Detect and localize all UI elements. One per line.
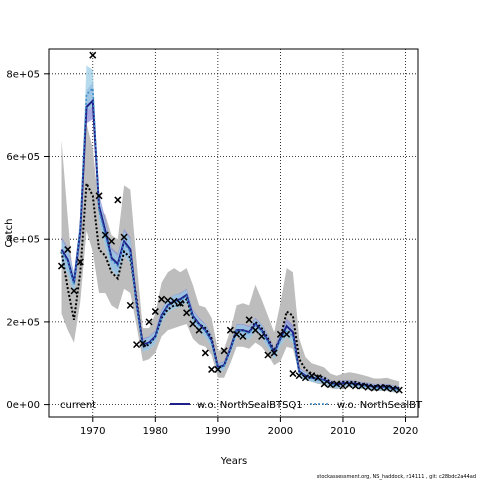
- observed-point: [189, 320, 197, 328]
- x-tick-label: 1970: [80, 426, 105, 437]
- observed-point: [314, 374, 322, 382]
- observed-point: [339, 382, 347, 390]
- observed-point: [208, 365, 216, 373]
- y-tick-label: 2e+05: [6, 317, 40, 328]
- observed-point: [301, 374, 309, 382]
- observed-point: [183, 309, 191, 317]
- legend: current w.o. NorthSealBTSQ1 w.o. NorthSeal…: [60, 400, 423, 411]
- observed-point: [64, 246, 72, 254]
- observed-point: [139, 339, 147, 347]
- observed-point: [308, 372, 316, 380]
- observed-point: [264, 351, 272, 359]
- observed-point: [76, 258, 84, 266]
- observed-point: [333, 380, 341, 388]
- y-axis-ticks: 0e+00 2e+05 4e+05 6e+05 8e+05: [6, 69, 49, 411]
- observed-point: [114, 196, 122, 204]
- observed-point: [370, 384, 378, 392]
- observed-point: [57, 262, 66, 270]
- observed-point: [351, 382, 359, 390]
- observed-point: [164, 296, 172, 304]
- observed-point: [95, 192, 103, 200]
- observed-point: [101, 231, 109, 239]
- observed-point: [326, 381, 334, 389]
- observed-point: [145, 318, 153, 326]
- series-line-current: [60, 179, 400, 390]
- observed-point: [289, 370, 297, 378]
- observed-point: [158, 295, 166, 303]
- x-tick-label: 1980: [143, 426, 168, 437]
- x-tick-label: 2010: [330, 426, 355, 437]
- observed-point: [226, 326, 234, 334]
- observed-point: [258, 332, 266, 340]
- observed-point: [251, 326, 259, 334]
- observed-point: [89, 51, 97, 59]
- footer-note: stockassessment.org, NS_haddock, r14111 …: [317, 474, 476, 480]
- observed-point: [176, 299, 184, 307]
- observed-point: [170, 297, 178, 305]
- series-line-bt: [60, 86, 400, 391]
- series-line-sq1: [60, 98, 400, 390]
- y-tick-label: 6e+05: [6, 152, 40, 163]
- observed-point: [133, 341, 141, 349]
- confidence-bands: [61, 65, 400, 394]
- observed-point: [126, 301, 134, 309]
- legend-label: w.o. NorthSealBTSQ1: [197, 400, 303, 411]
- observed-point: [276, 330, 284, 338]
- observed-point: [120, 233, 128, 241]
- legend-label: w.o. NorthSealBT: [337, 400, 423, 411]
- observed-point: [345, 381, 353, 389]
- observed-point: [245, 316, 253, 324]
- observed-point: [233, 330, 241, 338]
- observed-point: [70, 287, 78, 295]
- y-tick-label: 8e+05: [6, 69, 40, 80]
- observed-point: [214, 365, 222, 373]
- band-sq1: [61, 82, 400, 392]
- observed-point: [108, 237, 116, 245]
- observed-point: [376, 383, 385, 391]
- y-tick-label: 0e+00: [6, 400, 40, 411]
- observed-point: [364, 383, 372, 391]
- observed-point: [295, 372, 303, 380]
- series-lines: [60, 86, 400, 391]
- x-tick-label: 2000: [268, 426, 293, 437]
- x-tick-label: 1990: [205, 426, 230, 437]
- x-tick-label: 2020: [393, 426, 418, 437]
- observed-point: [151, 308, 159, 316]
- observed-point: [383, 384, 391, 392]
- y-tick-label: 4e+05: [6, 235, 40, 246]
- observed-point: [201, 349, 209, 357]
- y-axis-label: Catch: [4, 219, 15, 248]
- observed-point: [320, 380, 328, 388]
- observed-point: [195, 326, 203, 334]
- observed-point: [395, 386, 403, 394]
- observed-point: [283, 330, 291, 338]
- observed-point: [239, 332, 247, 340]
- x-axis-ticks: 1970 1980 1990 2000 2010 2020: [80, 417, 418, 437]
- legend-label: current: [60, 400, 96, 411]
- observed-point: [220, 347, 228, 355]
- x-axis-label: Years: [220, 456, 247, 467]
- observed-points: [57, 51, 403, 394]
- observed-point: [270, 349, 278, 357]
- observed-point: [389, 385, 397, 393]
- plot-frame: [48, 48, 419, 418]
- observed-point: [358, 382, 366, 390]
